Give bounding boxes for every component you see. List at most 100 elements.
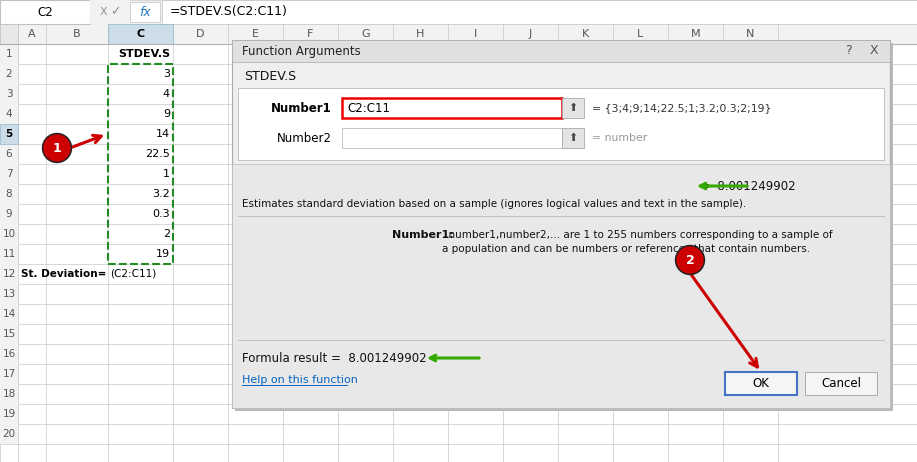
Bar bbox=[562, 128, 584, 148]
Text: 5: 5 bbox=[6, 129, 13, 139]
Text: 19: 19 bbox=[156, 249, 170, 259]
Circle shape bbox=[42, 134, 72, 163]
Text: 9: 9 bbox=[6, 209, 12, 219]
Bar bbox=[0, 0, 90, 24]
Text: 15: 15 bbox=[3, 329, 16, 339]
Bar bbox=[562, 98, 584, 118]
Text: C2:C11: C2:C11 bbox=[347, 102, 390, 115]
Bar bbox=[0, 24, 917, 44]
Bar bbox=[0, 124, 18, 144]
Text: 16: 16 bbox=[3, 349, 16, 359]
Bar bbox=[0, 64, 18, 84]
Bar bbox=[0, 424, 18, 444]
Text: 2: 2 bbox=[6, 69, 12, 79]
Bar bbox=[108, 24, 173, 44]
Text: Estimates standard deviation based on a sample (ignores logical values and text : Estimates standard deviation based on a … bbox=[242, 199, 746, 209]
Text: F: F bbox=[307, 29, 314, 39]
Text: Formula result =  8.001249902: Formula result = 8.001249902 bbox=[242, 352, 426, 365]
Bar bbox=[0, 184, 18, 204]
Text: 2: 2 bbox=[686, 254, 694, 267]
Text: 1: 1 bbox=[163, 169, 170, 179]
Text: B: B bbox=[73, 29, 81, 39]
Bar bbox=[0, 164, 18, 184]
Text: = number: = number bbox=[592, 133, 647, 143]
Bar bbox=[0, 404, 18, 424]
Bar bbox=[0, 284, 18, 304]
Bar bbox=[0, 204, 18, 224]
Text: X: X bbox=[99, 7, 106, 17]
Text: ⬆: ⬆ bbox=[569, 133, 578, 143]
Bar bbox=[232, 164, 890, 408]
Bar bbox=[232, 40, 890, 408]
Bar bbox=[725, 372, 797, 395]
Circle shape bbox=[676, 245, 704, 274]
Circle shape bbox=[44, 135, 70, 161]
Bar bbox=[0, 44, 18, 64]
Text: Cancel: Cancel bbox=[821, 377, 861, 390]
Text: Number2: Number2 bbox=[277, 132, 332, 145]
Text: =  8.001249902: = 8.001249902 bbox=[700, 180, 796, 193]
Bar bbox=[0, 384, 18, 404]
Text: 2: 2 bbox=[163, 229, 170, 239]
Bar bbox=[0, 344, 18, 364]
Text: 3.2: 3.2 bbox=[152, 189, 170, 199]
Text: 3: 3 bbox=[163, 69, 170, 79]
Text: 20: 20 bbox=[3, 429, 16, 439]
Bar bbox=[0, 264, 18, 284]
Text: fx: fx bbox=[139, 6, 151, 18]
Text: 4: 4 bbox=[163, 89, 170, 99]
Text: H: H bbox=[416, 29, 425, 39]
Text: N: N bbox=[746, 29, 755, 39]
Text: ?: ? bbox=[845, 44, 851, 57]
Bar bbox=[342, 98, 562, 118]
Text: X: X bbox=[869, 44, 878, 57]
Text: 8: 8 bbox=[6, 189, 12, 199]
Text: 19: 19 bbox=[3, 409, 16, 419]
Bar bbox=[162, 0, 917, 24]
Bar bbox=[0, 144, 18, 164]
Text: C2: C2 bbox=[37, 6, 53, 18]
Bar bbox=[0, 24, 18, 44]
Bar bbox=[342, 128, 562, 148]
Text: number1,number2,... are 1 to 255 numbers corresponding to a sample of: number1,number2,... are 1 to 255 numbers… bbox=[442, 230, 833, 240]
Text: 9: 9 bbox=[163, 109, 170, 119]
Text: =STDEV.S(C2:C11): =STDEV.S(C2:C11) bbox=[170, 6, 288, 18]
Text: = {3;4;9;14;22.5;1;3.2;0.3;2;19}: = {3;4;9;14;22.5;1;3.2;0.3;2;19} bbox=[592, 103, 771, 113]
Text: 1: 1 bbox=[52, 141, 61, 154]
Text: 7: 7 bbox=[6, 169, 12, 179]
Text: OK: OK bbox=[753, 377, 769, 390]
Text: A: A bbox=[28, 29, 36, 39]
Text: 0.3: 0.3 bbox=[152, 209, 170, 219]
Text: M: M bbox=[691, 29, 701, 39]
Bar bbox=[0, 104, 18, 124]
Bar bbox=[0, 84, 18, 104]
Text: 22.5: 22.5 bbox=[145, 149, 170, 159]
Text: Number1:: Number1: bbox=[392, 230, 454, 240]
Text: 11: 11 bbox=[3, 249, 16, 259]
Bar bbox=[0, 364, 18, 384]
Bar bbox=[0, 324, 18, 344]
Text: I: I bbox=[474, 29, 477, 39]
Text: 12: 12 bbox=[3, 269, 16, 279]
Bar bbox=[235, 43, 893, 411]
Bar bbox=[90, 0, 130, 24]
Bar bbox=[0, 304, 18, 324]
Text: G: G bbox=[361, 29, 370, 39]
Text: J: J bbox=[529, 29, 532, 39]
Text: ⬆: ⬆ bbox=[569, 103, 578, 113]
Text: ✓: ✓ bbox=[110, 6, 120, 18]
Text: 6: 6 bbox=[6, 149, 12, 159]
Text: (C2:C11): (C2:C11) bbox=[110, 269, 156, 279]
Text: 3: 3 bbox=[6, 89, 12, 99]
Text: Help on this function: Help on this function bbox=[242, 375, 358, 385]
Text: a population and can be numbers or references that contain numbers.: a population and can be numbers or refer… bbox=[442, 244, 810, 254]
Bar bbox=[0, 124, 18, 144]
Text: E: E bbox=[252, 29, 259, 39]
Text: Number1: Number1 bbox=[271, 102, 332, 115]
Text: C: C bbox=[137, 29, 145, 39]
Bar bbox=[108, 64, 173, 264]
Text: 10: 10 bbox=[3, 229, 16, 239]
Text: 18: 18 bbox=[3, 389, 16, 399]
Text: 14: 14 bbox=[156, 129, 170, 139]
Bar bbox=[232, 40, 890, 62]
